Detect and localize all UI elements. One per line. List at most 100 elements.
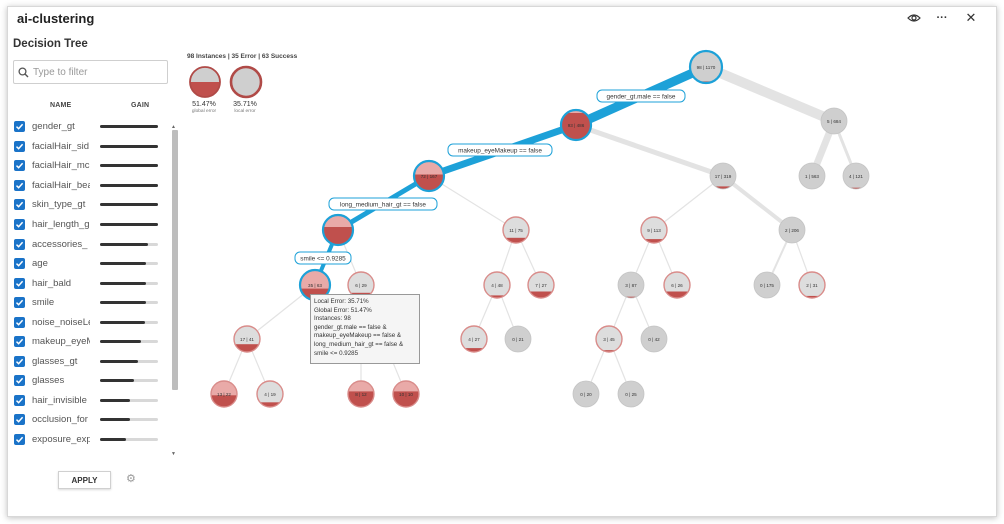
legend-global-circle[interactable]: [189, 66, 221, 98]
feature-checkbox[interactable]: [14, 277, 25, 289]
feature-name: hair_invisible: [32, 394, 87, 406]
tree-node[interactable]: 0 | 21: [504, 325, 532, 353]
tree-node[interactable]: 7 | 27: [527, 271, 555, 299]
feature-checkbox[interactable]: [14, 394, 25, 406]
feature-checkbox[interactable]: [14, 336, 25, 348]
tooltip-line: Local Error: 35.71%: [314, 298, 369, 305]
feature-row[interactable]: occlusion_for: [14, 410, 166, 430]
tree-node[interactable]: 2 | 206: [778, 216, 806, 244]
feature-name: makeup_eyeM: [32, 336, 90, 348]
feature-row[interactable]: facialHair_mc: [14, 156, 166, 176]
node-label: 2 | 31: [806, 283, 818, 288]
scroll-up-icon[interactable]: ▲: [171, 124, 176, 130]
tree-node[interactable]: 4 | 27: [460, 325, 488, 353]
feature-row[interactable]: age: [14, 254, 166, 274]
node-label: 3 | 87: [625, 283, 637, 288]
feature-checkbox[interactable]: [14, 199, 25, 211]
tree-node[interactable]: 17 | 41: [233, 325, 261, 353]
feature-row[interactable]: exposure_exp: [14, 430, 166, 450]
filter-input[interactable]: [33, 66, 158, 78]
tree-node[interactable]: 3 | 87: [617, 271, 645, 299]
tree-node[interactable]: 98 | 1170: [688, 49, 724, 85]
tree-node[interactable]: 0 | 175: [753, 271, 781, 299]
feature-checkbox[interactable]: [14, 179, 25, 191]
tree-node[interactable]: 17 | 319: [709, 162, 737, 190]
feature-row[interactable]: hair_length_g: [14, 215, 166, 235]
legend-global-error: 51.47% global error: [187, 101, 221, 115]
feature-row[interactable]: accessories_: [14, 234, 166, 254]
tree-node[interactable]: 72 | 167: [412, 159, 446, 193]
feature-checkbox[interactable]: [14, 316, 25, 328]
feature-row[interactable]: skin_type_gt: [14, 195, 166, 215]
tree-node[interactable]: 10 | 10: [392, 380, 420, 408]
feature-checkbox[interactable]: [14, 355, 25, 367]
gain-bar: [100, 164, 158, 168]
feature-checkbox[interactable]: [14, 219, 25, 230]
feature-checkbox[interactable]: [14, 121, 25, 133]
feature-checkbox[interactable]: [14, 258, 25, 270]
feature-checkbox[interactable]: [14, 297, 25, 309]
feature-checkbox[interactable]: [14, 375, 25, 387]
tree-node[interactable]: 11 | 75: [502, 216, 530, 244]
tooltip-line: makeup_eyeMakeup == false &: [314, 332, 402, 340]
feature-row[interactable]: noise_noiseLe: [14, 312, 166, 332]
node-label: 7 | 27: [535, 283, 547, 288]
feature-row[interactable]: facialHair_sid: [14, 137, 166, 157]
tree-node[interactable]: 2 | 31: [798, 271, 826, 299]
node-label: 8 | 12: [355, 392, 367, 397]
legend-local-circle[interactable]: [229, 65, 263, 99]
gain-bar: [100, 320, 158, 324]
tree-node[interactable]: 6 | 26: [663, 271, 691, 299]
tree-node[interactable]: 9 | 113: [640, 216, 668, 244]
feature-row[interactable]: facialHair_bea: [14, 176, 166, 196]
feature-row[interactable]: glasses_gt: [14, 352, 166, 372]
tree-node[interactable]: 8 | 12: [347, 380, 375, 408]
tree-node[interactable]: 13 | 22: [210, 380, 238, 408]
feature-row[interactable]: glasses: [14, 371, 166, 391]
node-label: 3 | 45: [603, 337, 615, 342]
tree-node[interactable]: 93 | 486: [559, 108, 593, 142]
scrollbar-thumb[interactable]: [172, 130, 178, 390]
column-header-name: NAME: [50, 102, 72, 109]
feature-checkbox[interactable]: [14, 434, 25, 446]
tree-node[interactable]: 4 | 48: [483, 271, 511, 299]
edge-condition-label: long_medium_hair_gt == false: [328, 197, 438, 211]
eye-icon[interactable]: [905, 9, 923, 27]
tree-node[interactable]: 0 | 25: [617, 380, 645, 408]
tree-node[interactable]: 4 | 19: [256, 380, 284, 408]
node-label: 4 | 19: [264, 392, 276, 397]
feature-name: hair_bald: [32, 277, 72, 289]
node-label: 35 | 63: [308, 283, 322, 288]
feature-row[interactable]: makeup_eyeM: [14, 332, 166, 352]
close-icon[interactable]: ✕: [965, 10, 977, 25]
node-label: 0 | 42: [648, 337, 660, 342]
tree-node[interactable]: 5 | 684: [820, 107, 848, 135]
tree-node[interactable]: [321, 213, 355, 247]
feature-row[interactable]: hair_bald: [14, 273, 166, 293]
feature-row[interactable]: gender_gt: [14, 117, 166, 137]
more-icon[interactable]: ···: [936, 12, 948, 24]
tree-node[interactable]: 3 | 45: [595, 325, 623, 353]
edge-condition-text: long_medium_hair_gt == false: [340, 201, 426, 208]
feature-checkbox[interactable]: [14, 140, 25, 152]
feature-row[interactable]: hair_invisible: [14, 391, 166, 411]
feature-checkbox[interactable]: [14, 238, 25, 250]
scroll-down-icon[interactable]: ▼: [171, 451, 176, 457]
tree-node[interactable]: 4 | 121: [842, 162, 870, 190]
feature-name: skin_type_gt: [32, 199, 86, 211]
tree-node[interactable]: 1 | 563: [798, 162, 826, 190]
edge-condition-text: gender_gt.male == false: [607, 93, 676, 100]
tree-node[interactable]: 0 | 20: [572, 380, 600, 408]
filter-box[interactable]: [13, 60, 168, 84]
feature-row[interactable]: smile: [14, 293, 166, 313]
feature-checkbox[interactable]: [14, 160, 25, 172]
apply-button[interactable]: APPLY: [58, 471, 111, 489]
tree-node[interactable]: 0 | 42: [640, 325, 668, 353]
gain-bar: [100, 301, 158, 305]
feature-checkbox[interactable]: [14, 414, 25, 426]
app-title: ai-clustering: [17, 11, 95, 26]
tooltip-line: smile <= 0.9285: [314, 349, 359, 357]
edge-condition-text: smile <= 0.9285: [300, 255, 346, 262]
settings-icon[interactable]: ⚙: [126, 473, 136, 485]
